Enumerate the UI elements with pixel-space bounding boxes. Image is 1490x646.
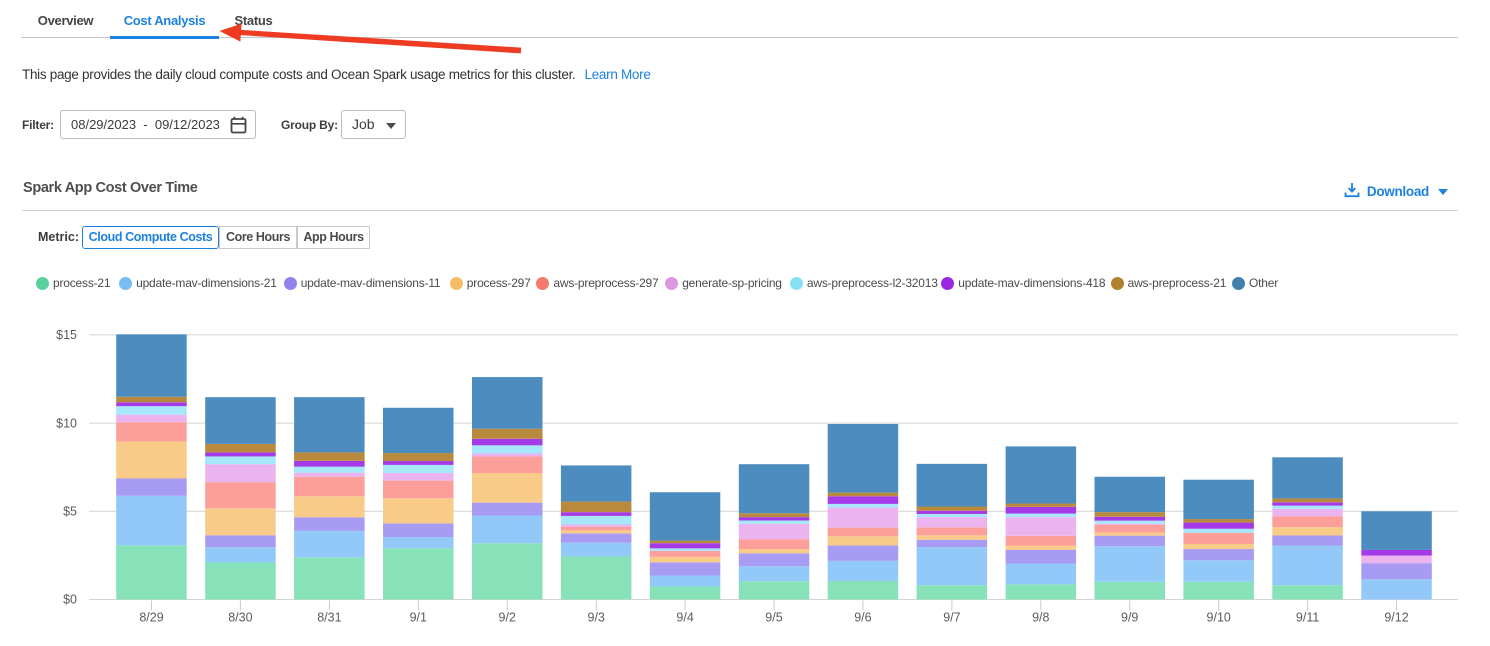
svg-text:8/30: 8/30: [228, 611, 252, 625]
svg-text:9/11: 9/11: [1296, 611, 1319, 625]
svg-text:$5: $5: [63, 505, 77, 519]
svg-text:9/12: 9/12: [1384, 611, 1408, 625]
svg-text:9/6: 9/6: [854, 611, 871, 625]
svg-text:9/1: 9/1: [410, 611, 427, 625]
svg-text:8/31: 8/31: [317, 611, 341, 625]
svg-text:8/29: 8/29: [139, 611, 163, 625]
svg-text:9/8: 9/8: [1032, 611, 1049, 625]
svg-text:9/3: 9/3: [588, 611, 605, 625]
svg-text:9/10: 9/10: [1207, 611, 1231, 625]
svg-text:9/4: 9/4: [676, 611, 693, 625]
svg-text:$0: $0: [63, 593, 77, 607]
svg-text:$10: $10: [56, 416, 77, 430]
svg-text:9/2: 9/2: [499, 611, 516, 625]
svg-text:9/5: 9/5: [765, 611, 782, 625]
svg-text:9/7: 9/7: [943, 611, 960, 625]
svg-text:9/9: 9/9: [1121, 611, 1138, 625]
svg-text:$15: $15: [56, 328, 77, 342]
